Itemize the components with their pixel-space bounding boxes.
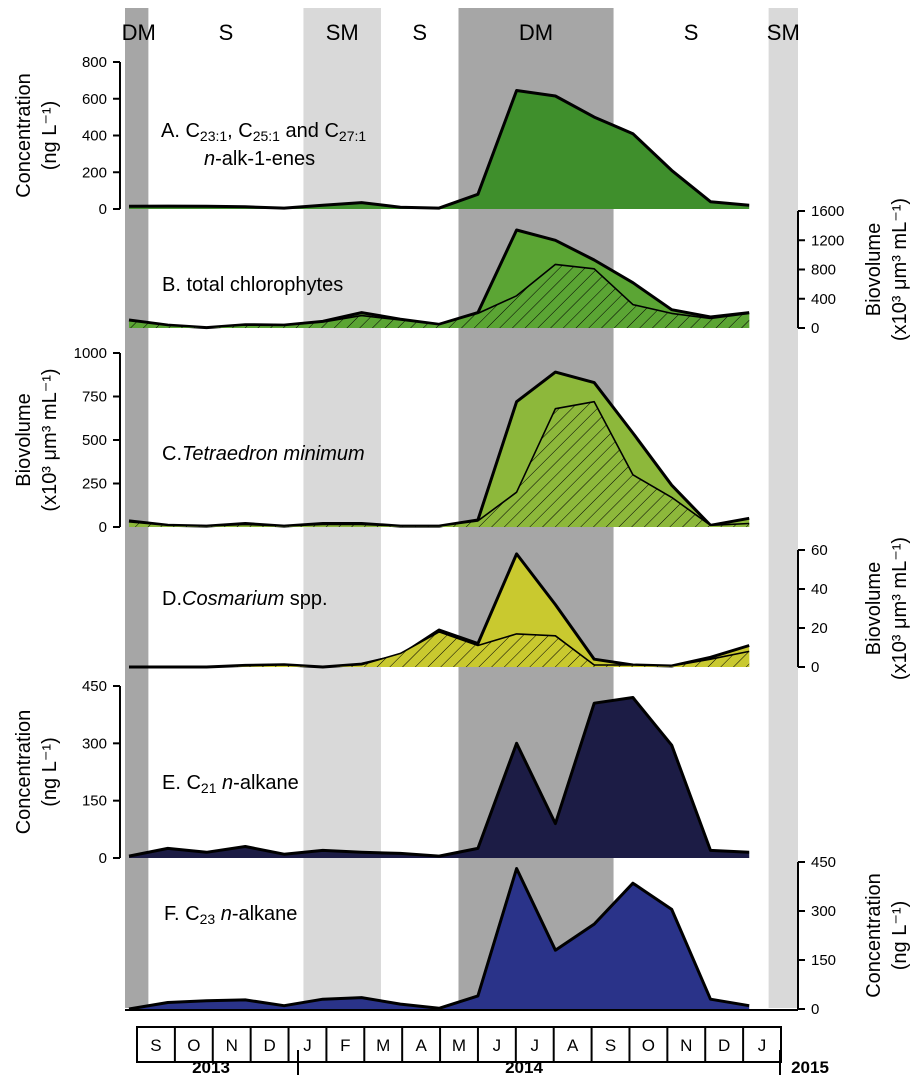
y-axis-label: (ng L⁻¹) [889,901,911,970]
season-label: S [219,20,234,45]
y-tick-label: 450 [82,678,107,695]
y-tick-label: 600 [82,91,107,108]
panel-b: 0 400 800 1200 1600 Biovolume (x10³ μm³ mL⁻¹) B… [128,198,911,341]
season-label: SM [326,20,359,45]
month-label: S [150,1036,161,1055]
panel-d: 0 20 40 60 Biovolume (x10³ μm³ mL⁻¹) D.Cosmari… [129,537,911,680]
season-label: S [684,20,699,45]
y-tick-label: 800 [82,54,107,71]
panel-e: 0 150 300 450 Concentration (ng L⁻¹) E. C21 n-… [13,678,750,867]
month-label: S [605,1036,616,1055]
series-line-a-0 [128,89,750,210]
y-tick-label: 200 [82,164,107,181]
y-tick-label: 0 [811,1001,819,1018]
month-label: F [340,1036,350,1055]
y-axis-label: Biovolume [863,223,885,316]
panel-c: 0 250 500 750 1000 Biovolume (x10³ μm³ mL⁻¹) C.… [13,345,750,536]
year-label: 2014 [505,1058,543,1076]
panel-title: D.Cosmarium spp. [162,588,328,610]
month-label: A [567,1036,579,1055]
series-hatch-d [129,631,750,667]
season-label: SM [767,20,800,45]
month-label: J [531,1036,540,1055]
y-axis-label: Biovolume [13,393,35,486]
panel-title: F. C23 n-alkane [164,903,297,927]
series-hatch-c [129,401,750,527]
y-axis-label: Concentration [13,710,35,835]
series-line-f-0 [128,867,750,1011]
month-label: M [452,1036,466,1055]
panel-title-line2: n-alk-1-enes [204,148,315,170]
season-label: DM [519,20,553,45]
y-tick-label: 1000 [74,345,107,362]
y-axis-label: Biovolume [863,562,885,655]
month-label: N [226,1036,238,1055]
season-band-sm [768,8,798,1008]
y-tick-label: 40 [811,581,828,598]
y-axis-label: (ng L⁻¹) [39,101,61,170]
y-axis-label: Concentration [13,73,35,198]
month-label: N [680,1036,692,1055]
series-hatch-b [129,264,750,328]
y-axis-label: (x10³ μm³ mL⁻¹) [889,537,911,680]
month-label: D [263,1036,275,1055]
y-axis-label: (ng L⁻¹) [39,737,61,806]
series-line-c-1 [128,400,750,527]
month-row-frame [136,1026,782,1063]
y-tick-label: 500 [82,432,107,449]
month-label: J [758,1036,767,1055]
season-band-sm [303,8,381,1008]
y-axis-label: Concentration [863,873,885,998]
y-tick-label: 0 [99,201,107,218]
y-tick-label: 0 [811,659,819,676]
y-axis-label: (x10³ μm³ mL⁻¹) [39,368,61,511]
month-label: D [718,1036,730,1055]
month-label: O [187,1036,200,1055]
y-tick-label: 450 [811,854,836,871]
panel-title: E. C21 n-alkane [162,772,299,796]
series-line-b-1 [128,263,750,329]
y-tick-label: 0 [99,519,107,536]
y-tick-label: 0 [99,850,107,867]
y-tick-label: 150 [82,793,107,810]
panel-title: A. C23:1, C25:1 and C27:1 [161,120,366,144]
time-axis: S O N D J F M A M J J A S O N D J 2013 2014 2015 [125,1009,829,1076]
y-tick-label: 1200 [811,232,844,249]
y-axis-label: (x10³ μm³ mL⁻¹) [889,198,911,341]
y-tick-label: 300 [82,735,107,752]
season-label: S [412,20,427,45]
series-area-f-0 [129,868,750,1009]
y-tick-label: 0 [811,320,819,337]
month-label: J [493,1036,502,1055]
panel-title: C.Tetraedron minimum [162,443,365,465]
panel-f: 0 150 300 450 Concentration (ng L⁻¹) F. C23 n-… [128,854,911,1018]
month-label: J [303,1036,312,1055]
y-tick-label: 400 [811,291,836,308]
y-tick-label: 400 [82,128,107,145]
month-label: A [415,1036,427,1055]
season-label: DM [122,20,156,45]
y-tick-label: 800 [811,262,836,279]
month-label: O [642,1036,655,1055]
panel-a: 0 200 400 600 800 Concentration (ng L⁻¹) A. C23… [13,54,750,218]
year-label: 2015 [791,1058,829,1076]
series-area-a-0 [129,90,750,209]
series-area-e-0 [129,697,750,858]
panel-title: B. total chlorophytes [162,274,343,296]
y-tick-label: 60 [811,542,828,559]
year-label: 2013 [192,1058,230,1076]
y-tick-label: 150 [811,952,836,969]
series-line-e-0 [128,696,750,858]
y-tick-label: 300 [811,903,836,920]
y-tick-label: 1600 [811,203,844,220]
y-tick-label: 750 [82,389,107,406]
y-tick-label: 250 [82,476,107,493]
y-tick-label: 20 [811,620,828,637]
season-band-dm [125,8,149,1008]
series-line-d-1 [129,631,750,668]
month-label: M [376,1036,390,1055]
